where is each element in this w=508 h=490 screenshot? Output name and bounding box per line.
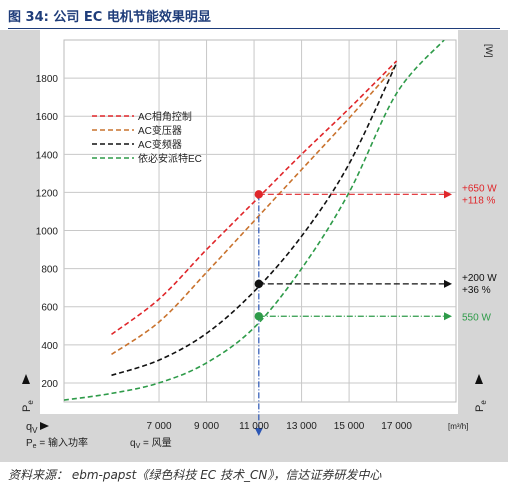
title-rule <box>8 28 500 29</box>
operating-point-marker <box>254 190 264 199</box>
vertical-guide-arrow <box>254 428 263 436</box>
x-tick-label: 11 000 <box>239 421 269 432</box>
series-line-3 <box>111 62 398 377</box>
legend-note-qv: qV = 风量 <box>130 437 172 450</box>
bottom-axis-arrow <box>40 422 49 430</box>
horizontal-guide-arrow <box>444 312 452 321</box>
legend-label: AC变频器 <box>138 138 182 151</box>
y-tick-label: 800 <box>41 265 58 276</box>
figure-title: 图 34: 公司 EC 电机节能效果明显 <box>8 10 211 25</box>
legend-label: 依必安派特EC <box>138 152 202 165</box>
source-note: 资料来源： ebm-papst《绿色科技 EC 技术_CN》，信达证券研发中心 <box>8 468 382 482</box>
x-tick-label: 9 000 <box>194 421 219 432</box>
horizontal-guide-arrow <box>444 190 452 199</box>
operating-point-marker <box>254 279 264 289</box>
y-tick-label: 400 <box>41 341 58 352</box>
annotation-text: +118 % <box>462 195 496 206</box>
annotation-text: +650 W <box>462 183 497 194</box>
y-tick-label: 1600 <box>36 112 59 123</box>
legend-note-pe: Pe = 输入功率 <box>26 436 88 450</box>
horizontal-guide-arrow <box>444 279 452 288</box>
series-line-4 <box>64 40 445 401</box>
x-tick-label: 13 000 <box>286 421 317 432</box>
left-axis-label: Pe <box>21 400 35 412</box>
annotation-text: +36 % <box>462 285 491 296</box>
series-line-1 <box>111 60 398 336</box>
right-axis-arrow <box>475 374 483 384</box>
right-axis-band <box>458 30 508 462</box>
right-axis-label: Pe <box>474 400 488 412</box>
x-tick-label: 7 000 <box>147 421 172 432</box>
legend-label: AC相角控制 <box>138 110 192 123</box>
left-axis-band <box>0 30 40 462</box>
legend-label: AC变压器 <box>138 124 182 137</box>
annotation-text: 550 W <box>462 312 491 323</box>
plot-area <box>63 39 457 403</box>
bottom-axis-band <box>0 414 508 462</box>
annotation-text: +200 W <box>462 273 497 284</box>
y-tick-label: 600 <box>41 303 58 314</box>
y-tick-label: 1400 <box>36 150 59 161</box>
left-axis-arrow <box>22 374 30 384</box>
y-tick-label: 1800 <box>36 74 59 85</box>
power-vs-airflow-chart: 200 400 600 800 1000 1200 1400 1600 1800 7 000 9 0… <box>0 30 508 462</box>
operating-point-marker <box>254 312 264 321</box>
y-tick-label: 1000 <box>36 227 59 238</box>
y-tick-label: 200 <box>41 379 58 390</box>
bottom-axis-label: qV <box>26 421 38 435</box>
x-tick-label: 17 000 <box>381 421 412 432</box>
y-unit-label: [W] <box>484 44 494 58</box>
x-tick-label: 15 000 <box>334 421 365 432</box>
series-line-2 <box>111 64 398 356</box>
x-unit-label: [m³/h] <box>448 422 468 431</box>
y-tick-label: 1200 <box>36 188 59 199</box>
